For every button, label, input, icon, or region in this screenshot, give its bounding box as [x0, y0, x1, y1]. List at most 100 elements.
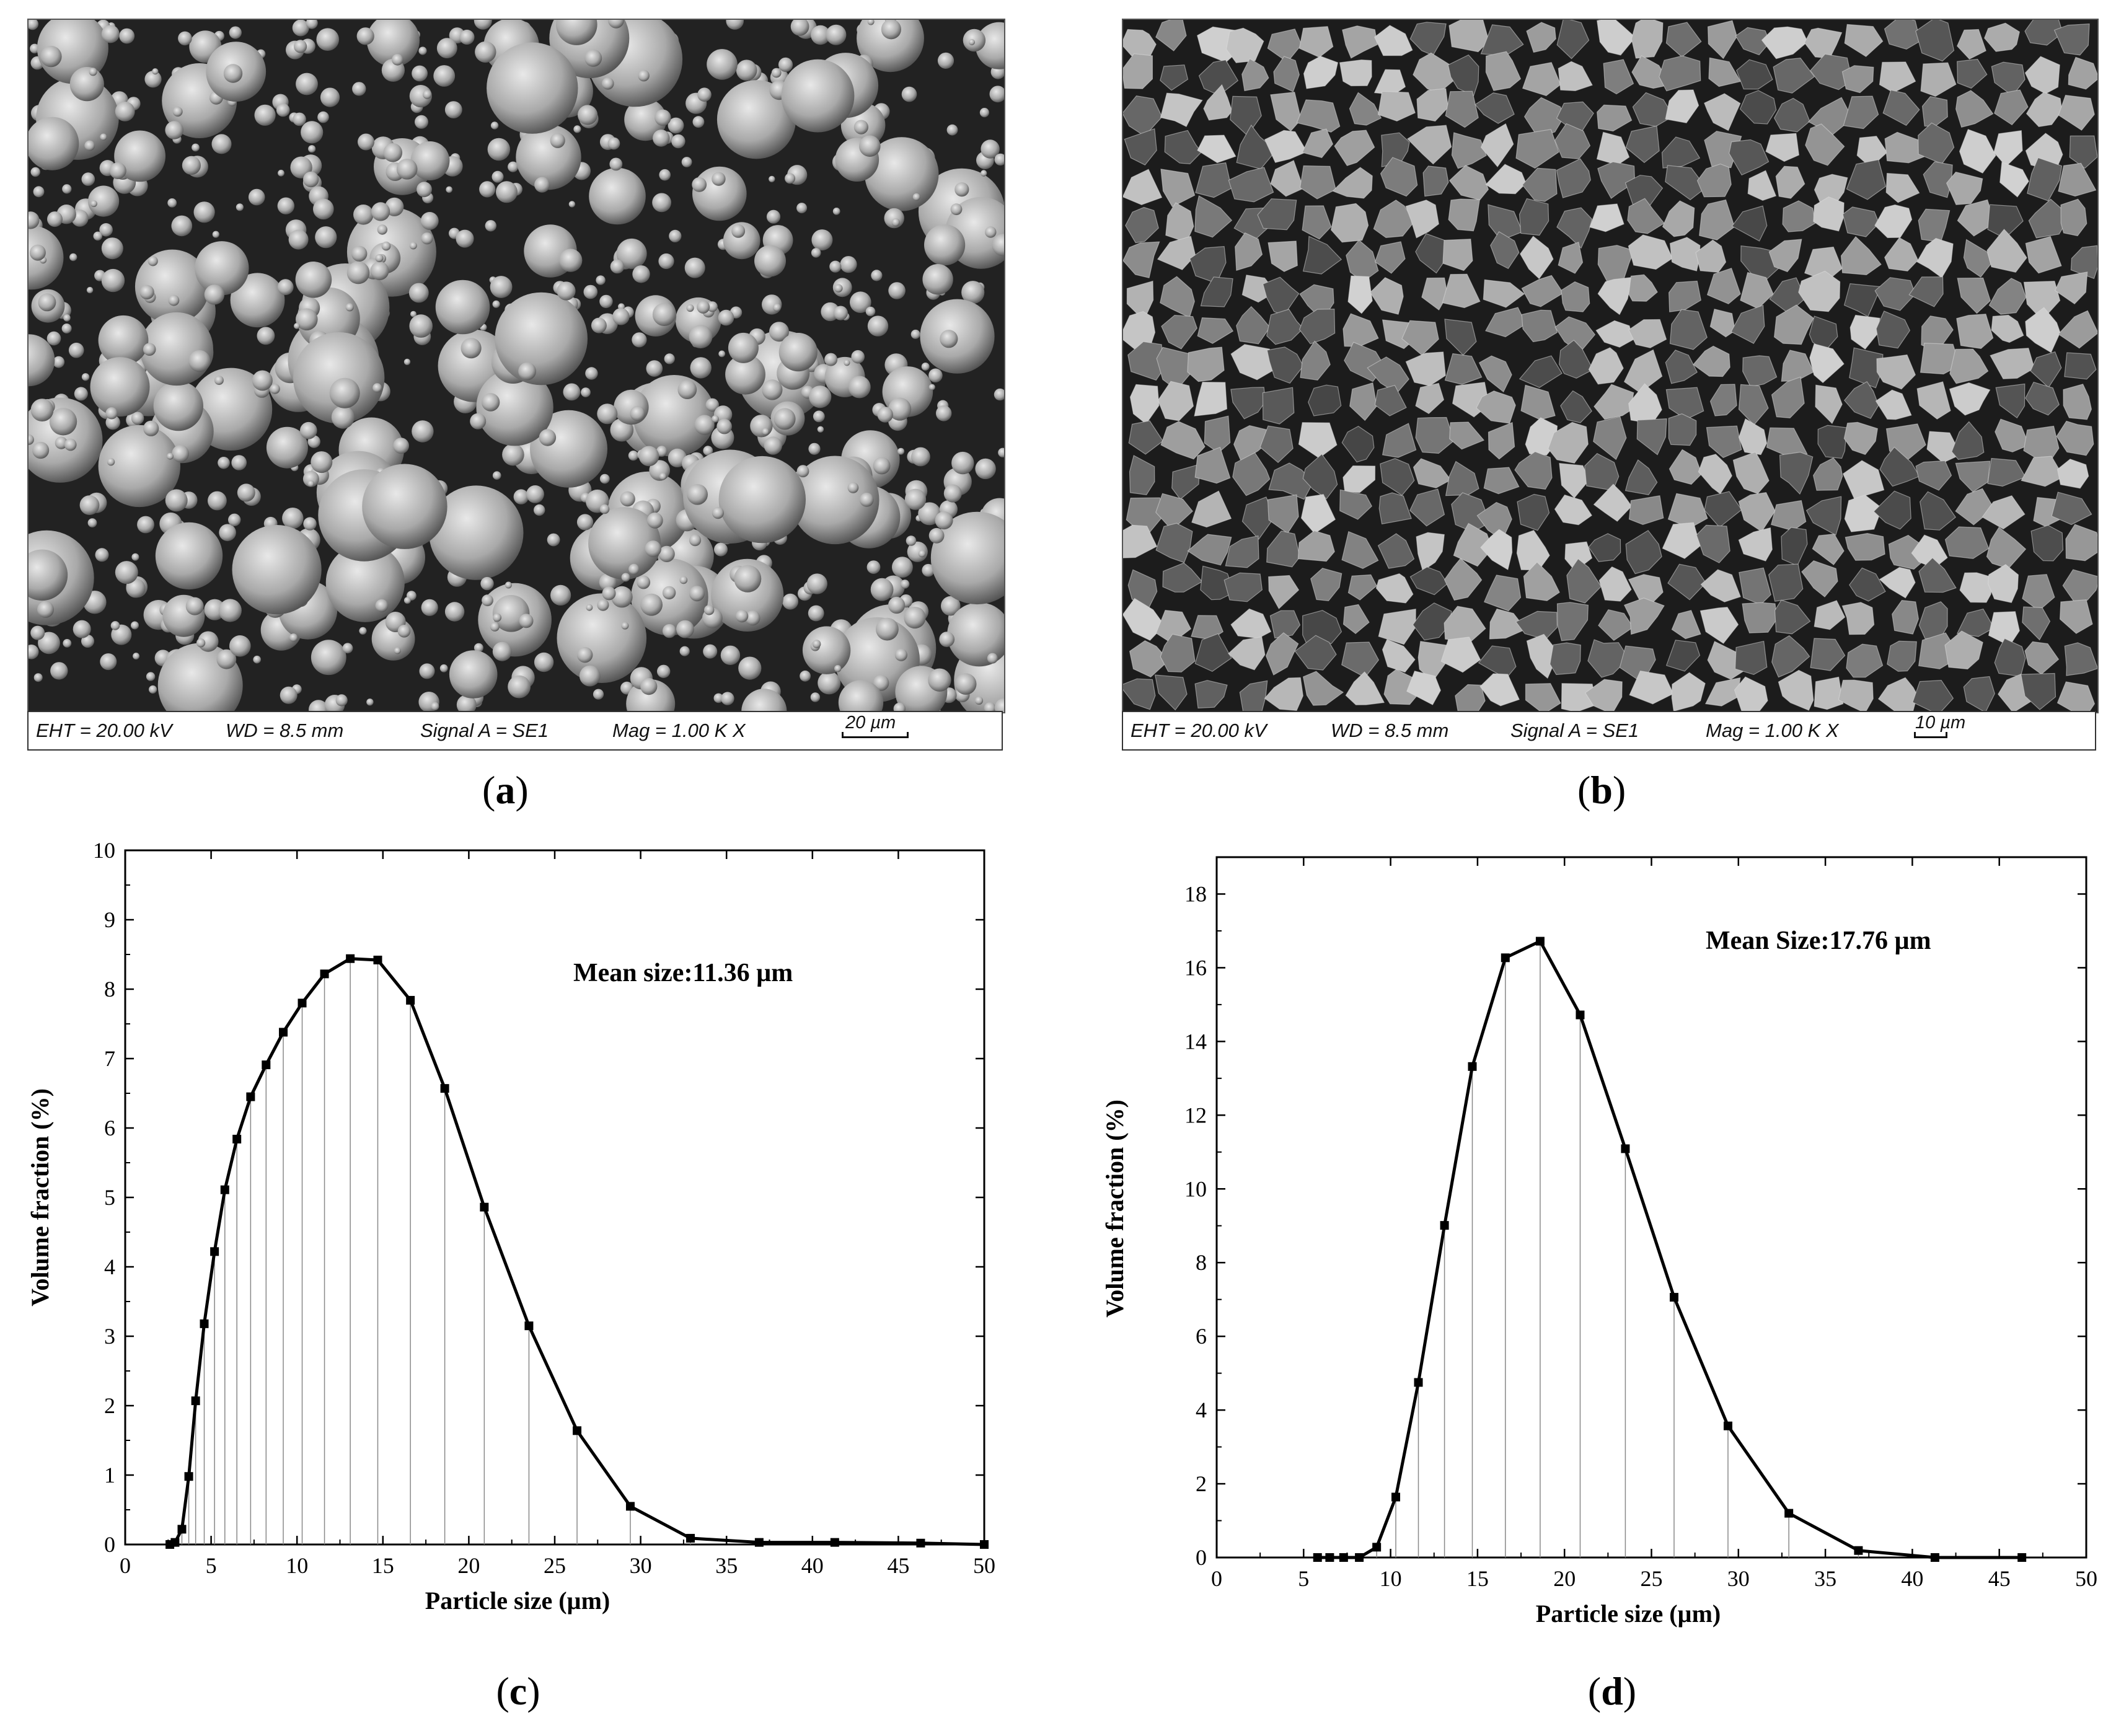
x-tick-label: 35 — [715, 1553, 738, 1578]
y-tick-label: 14 — [1184, 1029, 1207, 1054]
panel-letter: b — [1590, 768, 1613, 812]
data-point-marker — [1621, 1144, 1630, 1153]
x-tick-label: 0 — [120, 1553, 131, 1578]
x-tick-label: 0 — [1211, 1566, 1222, 1591]
y-tick-label: 9 — [104, 907, 115, 932]
y-tick-label: 4 — [104, 1254, 115, 1279]
eht-value: EHT = 20.00 kV — [1131, 720, 1267, 741]
eht-value: EHT = 20.00 kV — [36, 720, 172, 741]
mean-size-annotation: Mean size:11.36 µm — [573, 959, 793, 987]
y-tick-label: 10 — [93, 838, 115, 863]
x-tick-label: 5 — [206, 1553, 217, 1578]
data-point-marker — [573, 1426, 582, 1435]
particle-size-chart-c: 0 5 10 15 20 25 30 35 40 45 50012345678910Particle… — [26, 838, 995, 1713]
x-tick-label: 10 — [286, 1553, 308, 1578]
data-point-marker — [1391, 1492, 1401, 1502]
panel-label-b: (b) — [1577, 768, 1626, 812]
y-tick-label: 0 — [1196, 1545, 1207, 1570]
data-point-marker — [830, 1538, 839, 1547]
data-point-marker — [1313, 1553, 1322, 1562]
data-point-marker — [1339, 1553, 1348, 1562]
x-tick-label: 30 — [1727, 1566, 1750, 1591]
data-point-marker — [232, 1134, 242, 1143]
data-point-marker — [406, 995, 415, 1005]
x-tick-label: 40 — [801, 1553, 824, 1578]
scale-bar-label: 10 µm — [1915, 713, 1966, 733]
y-axis-label: Volume fraction (%) — [1101, 1099, 1129, 1318]
sem-info-bar-a: EHT = 20.00 kV WD = 8.5 mm Signal A = SE… — [27, 711, 1003, 751]
data-point-marker — [220, 1185, 229, 1194]
spherical-powder-texture — [29, 20, 1004, 712]
data-point-marker — [625, 1502, 635, 1511]
y-tick-label: 10 — [1184, 1176, 1207, 1201]
sem-info-bar-b: EHT = 20.00 kV WD = 8.5 mm Signal A = SE… — [1122, 711, 2096, 751]
y-tick-label: 0 — [104, 1532, 115, 1557]
data-point-marker — [754, 1538, 764, 1547]
y-tick-label: 4 — [1196, 1398, 1207, 1422]
data-point-marker — [210, 1247, 219, 1256]
y-tick-label: 1 — [104, 1463, 115, 1487]
series-line — [1317, 940, 2022, 1559]
x-tick-label: 35 — [1814, 1566, 1836, 1591]
sem-micrograph-a — [27, 19, 1005, 713]
particle-size-chart-d: 0 5 10 15 20 25 30 35 40 45 50 0 2 4 6 8 10 12 14 16 18 Parti… — [1101, 856, 2097, 1713]
data-point-marker — [980, 1540, 989, 1549]
data-point-marker — [1723, 1421, 1732, 1430]
y-tick-label: 8 — [1196, 1250, 1207, 1275]
y-tick-label: 2 — [104, 1393, 115, 1418]
y-tick-label: 12 — [1184, 1103, 1207, 1127]
data-point-marker — [1784, 1509, 1794, 1518]
data-point-marker — [685, 1533, 695, 1543]
x-tick-label: 20 — [457, 1553, 480, 1578]
data-point-marker — [346, 954, 355, 963]
data-point-marker — [480, 1202, 489, 1212]
data-point-marker — [191, 1396, 200, 1406]
panel-label: (c) — [496, 1669, 540, 1713]
y-tick-label: 3 — [104, 1324, 115, 1349]
data-point-marker — [200, 1319, 209, 1328]
angular-powder-texture — [1123, 20, 2097, 712]
data-point-marker — [1501, 953, 1510, 963]
data-point-marker — [246, 1092, 255, 1101]
x-tick-label: 30 — [630, 1553, 652, 1578]
wd-value: WD = 8.5 mm — [1331, 720, 1449, 741]
x-tick-label: 20 — [1553, 1566, 1576, 1591]
data-point-marker — [298, 998, 307, 1008]
data-point-marker — [1576, 1010, 1585, 1020]
y-axis-label: Volume fraction (%) — [26, 1088, 54, 1306]
data-point-marker — [1414, 1378, 1423, 1387]
data-point-marker — [1468, 1062, 1477, 1071]
mag-value: Mag = 1.00 K X — [1706, 720, 1839, 741]
x-tick-label: 25 — [544, 1553, 566, 1578]
scale-bar-label: 20 µm — [845, 713, 896, 733]
x-tick-label: 40 — [1901, 1566, 1923, 1591]
plot-frame — [124, 849, 985, 1546]
y-tick-label: 5 — [104, 1185, 115, 1210]
data-point-marker — [1854, 1546, 1863, 1555]
panel-letter: a — [495, 768, 516, 812]
panel-label-a: (a) — [482, 768, 529, 812]
data-point-marker — [2017, 1553, 2027, 1562]
x-tick-label: 15 — [1466, 1566, 1489, 1591]
scale-bar — [1914, 732, 1947, 738]
scale-bar — [842, 732, 909, 738]
mag-value: Mag = 1.00 K X — [612, 720, 746, 741]
wd-value: WD = 8.5 mm — [226, 720, 344, 741]
x-tick-label: 25 — [1641, 1566, 1663, 1591]
data-point-marker — [1440, 1221, 1449, 1230]
y-tick-label: 8 — [104, 977, 115, 1002]
data-point-marker — [1669, 1293, 1678, 1302]
y-tick-label: 2 — [1196, 1471, 1207, 1496]
data-point-marker — [320, 969, 329, 979]
y-tick-label: 6 — [104, 1116, 115, 1140]
data-point-marker — [279, 1028, 288, 1037]
x-tick-label: 50 — [973, 1553, 995, 1578]
data-point-marker — [1325, 1553, 1334, 1562]
data-point-marker — [170, 1538, 180, 1547]
y-tick-label: 6 — [1196, 1324, 1207, 1349]
data-point-marker — [184, 1472, 193, 1481]
data-point-marker — [1355, 1553, 1364, 1562]
y-tick-label: 18 — [1184, 881, 1207, 906]
data-point-marker — [262, 1060, 271, 1070]
data-point-marker — [524, 1321, 534, 1331]
